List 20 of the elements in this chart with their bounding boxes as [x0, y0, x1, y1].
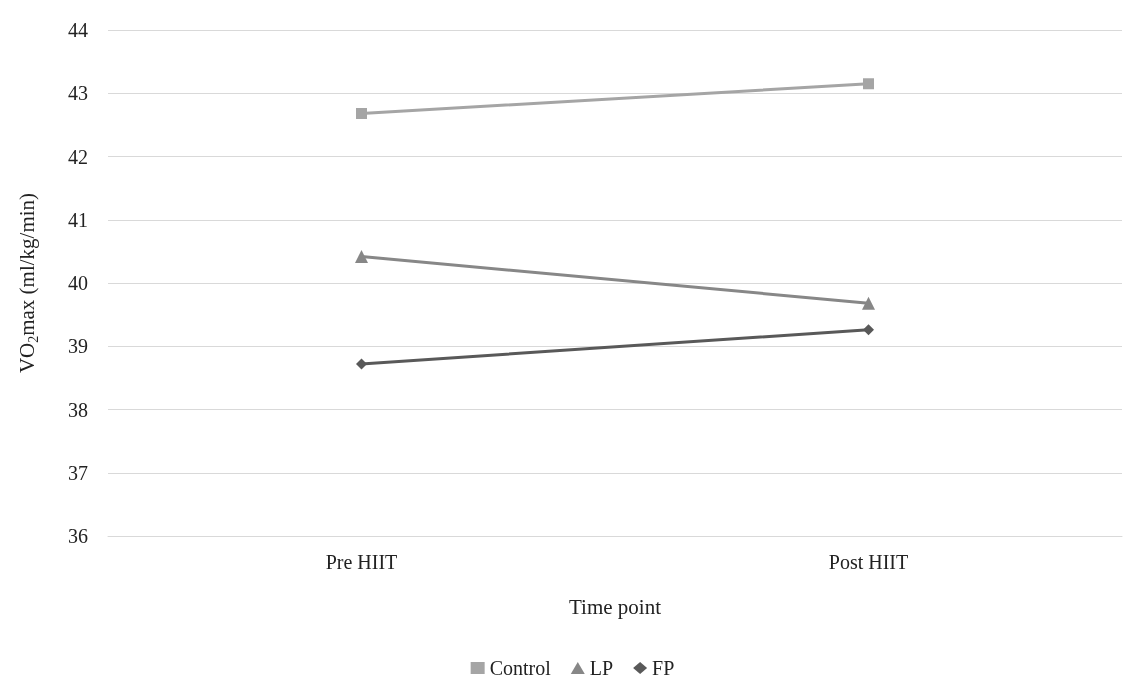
- y-tick-label: 37: [68, 461, 88, 484]
- point: [863, 324, 874, 336]
- y-tick-label: 40: [68, 272, 88, 294]
- y-tick-label: 36: [68, 525, 88, 547]
- point: [356, 358, 367, 370]
- x-tick-label: Post HIIT: [828, 551, 909, 573]
- y-axis-title: VO2max (ml/kg/min): [15, 192, 41, 374]
- y-tick-label: 41: [68, 208, 88, 231]
- legend-label: LP: [589, 657, 614, 679]
- y-tick-label: 43: [68, 82, 88, 105]
- legend-label: FP: [652, 657, 675, 679]
- point: [863, 78, 874, 90]
- y-tick-label: 39: [68, 335, 88, 358]
- y-tick-label: 44: [68, 19, 88, 41]
- y-tick-label: 38: [68, 398, 88, 421]
- y-tick-label: 42: [68, 145, 88, 168]
- x-tick-label: Pre HIIT: [325, 551, 398, 573]
- legend-label: Control: [489, 657, 552, 679]
- point: [356, 107, 367, 119]
- x-axis-title: Time point: [569, 594, 662, 619]
